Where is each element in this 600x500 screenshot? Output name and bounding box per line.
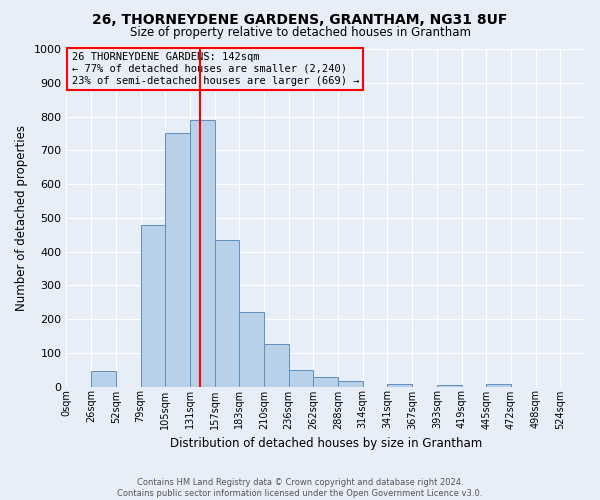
Text: Contains HM Land Registry data © Crown copyright and database right 2024.
Contai: Contains HM Land Registry data © Crown c… bbox=[118, 478, 482, 498]
Y-axis label: Number of detached properties: Number of detached properties bbox=[15, 125, 28, 311]
Bar bbox=[388, 384, 412, 386]
Bar bbox=[239, 312, 264, 386]
Bar bbox=[289, 370, 313, 386]
Text: Size of property relative to detached houses in Grantham: Size of property relative to detached ho… bbox=[130, 26, 470, 39]
Bar bbox=[140, 224, 165, 386]
Bar bbox=[215, 240, 239, 386]
Bar bbox=[264, 344, 289, 387]
Bar bbox=[190, 120, 215, 386]
Bar bbox=[486, 384, 511, 386]
Text: 26, THORNEYDENE GARDENS, GRANTHAM, NG31 8UF: 26, THORNEYDENE GARDENS, GRANTHAM, NG31 … bbox=[92, 12, 508, 26]
X-axis label: Distribution of detached houses by size in Grantham: Distribution of detached houses by size … bbox=[170, 437, 482, 450]
Bar bbox=[338, 381, 363, 386]
Bar bbox=[91, 372, 116, 386]
Bar bbox=[437, 385, 461, 386]
Bar bbox=[313, 377, 338, 386]
Text: 26 THORNEYDENE GARDENS: 142sqm
← 77% of detached houses are smaller (2,240)
23% : 26 THORNEYDENE GARDENS: 142sqm ← 77% of … bbox=[71, 52, 359, 86]
Bar bbox=[165, 134, 190, 386]
